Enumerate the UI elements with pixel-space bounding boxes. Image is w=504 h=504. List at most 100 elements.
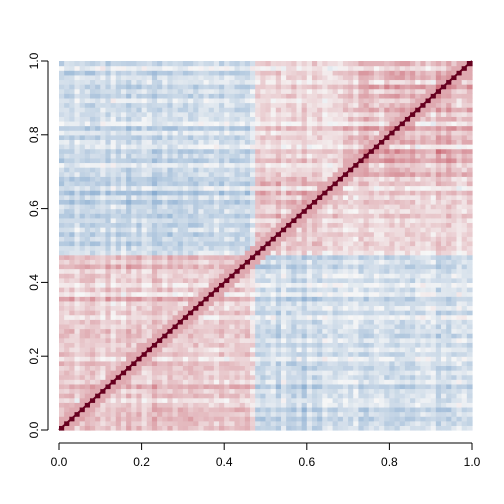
heatmap-cell — [239, 217, 246, 224]
heatmap-cell — [126, 268, 132, 274]
heatmap-cell — [311, 314, 318, 320]
heatmap-cell — [337, 217, 344, 224]
heatmap-cell — [131, 130, 138, 136]
heatmap-cell — [59, 383, 65, 390]
heatmap-cell — [224, 74, 230, 81]
heatmap-cell — [301, 148, 308, 154]
heatmap-cell — [229, 393, 236, 399]
heatmap-cell — [84, 116, 91, 122]
heatmap-cell — [182, 74, 189, 81]
heatmap-cell — [229, 74, 236, 81]
heatmap-cell — [260, 374, 267, 380]
heatmap-cell — [291, 365, 298, 371]
heatmap-cell — [291, 328, 298, 334]
heatmap-cell — [105, 222, 112, 228]
heatmap-cell — [301, 84, 308, 90]
heatmap-cell — [177, 425, 184, 431]
heatmap-cell — [317, 268, 323, 274]
heatmap-cell — [306, 370, 313, 376]
heatmap-cell — [182, 328, 189, 334]
heatmap-cell — [74, 370, 81, 376]
heatmap-cell — [84, 250, 91, 256]
heatmap-cell — [342, 273, 349, 279]
heatmap-cell — [358, 167, 365, 173]
heatmap-cell — [317, 282, 323, 288]
heatmap-cell — [188, 130, 194, 136]
heatmap-cell — [332, 342, 339, 348]
heatmap-cell — [198, 65, 205, 71]
heatmap-cell — [250, 97, 256, 104]
heatmap-cell — [141, 319, 148, 325]
heatmap-cell — [363, 305, 370, 311]
heatmap-cell — [95, 356, 101, 362]
heatmap-cell — [296, 416, 303, 422]
heatmap-cell — [219, 61, 225, 67]
heatmap-cell — [379, 268, 385, 274]
heatmap-cell — [64, 287, 70, 293]
heatmap-cell — [182, 134, 189, 141]
heatmap-cell — [79, 342, 86, 348]
heatmap-cell — [275, 273, 282, 279]
heatmap-cell — [306, 379, 313, 385]
heatmap-cell — [301, 97, 308, 104]
heatmap-cell — [255, 379, 261, 385]
heatmap-cell — [198, 337, 205, 343]
heatmap-cell — [203, 180, 210, 187]
heatmap-cell — [275, 70, 282, 76]
heatmap-cell — [234, 250, 241, 256]
heatmap-cell — [234, 397, 241, 403]
heatmap-cell — [74, 356, 81, 362]
heatmap-cell — [157, 120, 163, 127]
heatmap-cell — [167, 259, 174, 265]
heatmap-cell — [229, 360, 236, 367]
heatmap-cell — [244, 420, 251, 426]
heatmap-cell — [115, 351, 122, 357]
heatmap-cell — [120, 337, 127, 343]
heatmap-cell — [64, 425, 70, 431]
heatmap-cell — [260, 199, 267, 205]
heatmap-cell — [157, 402, 163, 408]
heatmap-cell — [64, 93, 70, 99]
heatmap-cell — [208, 259, 215, 265]
heatmap-cell — [100, 365, 107, 371]
heatmap-cell — [100, 222, 107, 228]
heatmap-cell — [69, 227, 76, 233]
heatmap-cell — [110, 185, 117, 191]
heatmap-cell — [337, 277, 344, 283]
heatmap-cell — [306, 153, 313, 159]
heatmap-cell — [146, 93, 153, 99]
heatmap-cell — [162, 222, 169, 228]
heatmap-cell — [84, 176, 91, 182]
heatmap-cell — [203, 144, 210, 150]
heatmap-cell — [126, 153, 132, 159]
heatmap-cell — [136, 277, 143, 283]
heatmap-cell — [131, 393, 138, 399]
heatmap-cell — [193, 208, 199, 214]
heatmap-cell — [69, 250, 76, 256]
heatmap-cell — [306, 167, 313, 173]
heatmap-cell — [322, 310, 329, 316]
heatmap-cell — [255, 406, 261, 413]
heatmap-cell — [348, 411, 354, 417]
heatmap-cell — [317, 328, 323, 334]
heatmap-cell — [306, 287, 313, 293]
heatmap-cell — [131, 420, 138, 426]
heatmap-cell — [244, 185, 251, 191]
heatmap-cell — [363, 227, 370, 233]
heatmap-cell — [255, 291, 261, 297]
heatmap-cell — [311, 291, 318, 297]
heatmap-cell — [213, 102, 220, 108]
heatmap-cell — [193, 107, 199, 113]
heatmap-cell — [270, 296, 277, 302]
heatmap-cell — [110, 171, 117, 177]
heatmap-cell — [84, 236, 91, 242]
heatmap-cell — [255, 425, 261, 431]
heatmap-cell — [368, 70, 375, 76]
heatmap-cell — [131, 107, 138, 113]
heatmap-cell — [342, 162, 349, 168]
heatmap-cell — [172, 420, 179, 426]
heatmap-cell — [84, 393, 91, 399]
heatmap-cell — [239, 411, 246, 417]
heatmap-cell — [182, 406, 189, 413]
heatmap-cell — [275, 176, 282, 182]
